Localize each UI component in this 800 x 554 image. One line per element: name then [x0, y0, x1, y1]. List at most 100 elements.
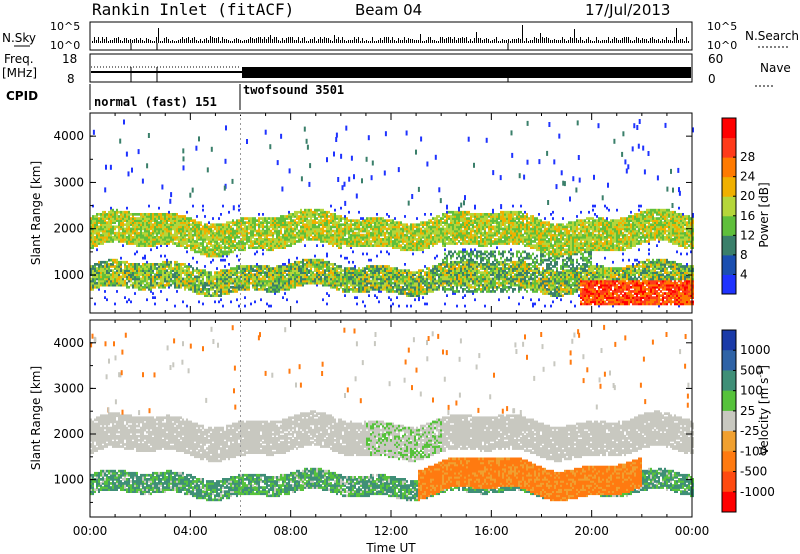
heatmap-cell — [410, 223, 412, 227]
heatmap-cell — [158, 263, 160, 266]
heatmap-cell — [444, 248, 446, 252]
heatmap-cell — [108, 283, 110, 287]
heatmap-cell — [106, 263, 108, 266]
heatmap-cell — [348, 223, 350, 227]
heatmap-cell — [248, 271, 250, 274]
heatmap-cell — [282, 221, 284, 224]
heatmap-cell — [344, 279, 346, 283]
heatmap-cell — [278, 290, 280, 293]
heatmap-cell — [296, 213, 298, 216]
heatmap-cell — [116, 231, 118, 235]
heatmap-cell — [320, 271, 322, 274]
heatmap-cell — [144, 271, 146, 274]
heatmap-cell — [356, 233, 358, 237]
heatmap-cell — [100, 283, 102, 287]
heatmap-cell — [434, 217, 436, 220]
heatmap-cell — [312, 271, 314, 274]
nsky-bar — [436, 41, 437, 43]
heatmap-cell — [166, 223, 168, 227]
nave-bar-block — [242, 67, 691, 78]
heatmap-cell — [190, 246, 192, 249]
heatmap-cell — [134, 281, 136, 285]
heatmap-cell — [140, 288, 142, 291]
nsky-bar — [556, 40, 557, 43]
heatmap-cell — [348, 235, 350, 239]
heatmap-cell — [222, 283, 224, 287]
heatmap-cell — [308, 210, 310, 214]
heatmap-cell — [298, 273, 300, 277]
heatmap-cell — [298, 219, 300, 222]
heatmap-cell — [316, 229, 318, 233]
heatmap-cell — [194, 275, 196, 279]
heatmap-cell — [200, 283, 202, 287]
heatmap-cell — [406, 304, 408, 308]
heatmap-cell — [326, 302, 328, 306]
heatmap-cell — [150, 273, 152, 277]
heatmap-cell — [364, 290, 366, 293]
heatmap-cell — [210, 250, 212, 254]
nsky-bar — [356, 39, 357, 43]
heatmap-cell — [192, 219, 194, 222]
heatmap-cell — [268, 248, 270, 252]
heatmap-cell — [246, 277, 248, 281]
heatmap-cell — [166, 229, 168, 233]
heatmap-cell — [222, 225, 224, 229]
heatmap-cell — [302, 260, 304, 264]
nsky-bar — [542, 37, 543, 43]
heatmap-cell — [348, 279, 350, 283]
heatmap-cell — [282, 296, 284, 299]
heatmap-cell — [278, 217, 280, 220]
heatmap-cell — [352, 231, 354, 235]
heatmap-cell — [260, 233, 262, 237]
heatmap-cell — [296, 267, 298, 270]
heatmap-cell — [188, 283, 190, 287]
nsky-bar — [532, 40, 533, 43]
heatmap-cell — [96, 283, 98, 287]
heatmap-cell — [144, 288, 146, 291]
nsky-bar — [316, 41, 317, 43]
heatmap-cell — [312, 221, 314, 224]
heatmap-cell — [246, 238, 248, 241]
heatmap-cell — [382, 233, 384, 237]
heatmap-cell — [98, 273, 100, 277]
heatmap-cell — [154, 265, 156, 268]
heatmap-cell — [200, 269, 202, 272]
heatmap-cell — [372, 285, 374, 289]
heatmap-cell — [240, 283, 242, 287]
heatmap-cell — [234, 283, 236, 287]
heatmap-cell — [344, 267, 346, 270]
heatmap-cell — [272, 244, 274, 247]
nsky-bar — [288, 37, 289, 43]
nsky-bar — [446, 38, 447, 43]
heatmap-cell — [306, 217, 308, 220]
heatmap-cell — [110, 227, 112, 231]
heatmap-cell — [290, 229, 292, 233]
heatmap-cell — [386, 283, 388, 287]
heatmap-cell — [230, 290, 232, 293]
heatmap-cell — [110, 273, 112, 277]
heatmap-cell — [376, 225, 378, 229]
heatmap-cell — [336, 233, 338, 237]
heatmap-cell — [152, 242, 154, 245]
heatmap-cell — [108, 265, 110, 268]
heatmap-cell — [384, 231, 386, 235]
heatmap-cell — [162, 235, 164, 239]
heatmap-cell — [236, 285, 238, 289]
heatmap-cell — [146, 281, 148, 285]
heatmap-cell — [120, 219, 122, 222]
heatmap-cell — [222, 231, 224, 235]
heatmap-cell — [344, 229, 346, 233]
heatmap-cell — [260, 273, 262, 277]
heatmap-cell — [200, 242, 202, 245]
heatmap-cell — [368, 219, 370, 222]
heatmap-cell — [444, 256, 446, 260]
heatmap-cell — [184, 269, 186, 272]
nsky-bar — [582, 40, 583, 43]
heatmap-cell — [236, 271, 238, 274]
nsky-bar — [408, 38, 409, 43]
heatmap-cell — [322, 215, 324, 218]
heatmap-cell — [168, 238, 170, 241]
heatmap-cell — [188, 271, 190, 274]
heatmap-cell — [158, 215, 160, 218]
heatmap-cell — [322, 269, 324, 272]
